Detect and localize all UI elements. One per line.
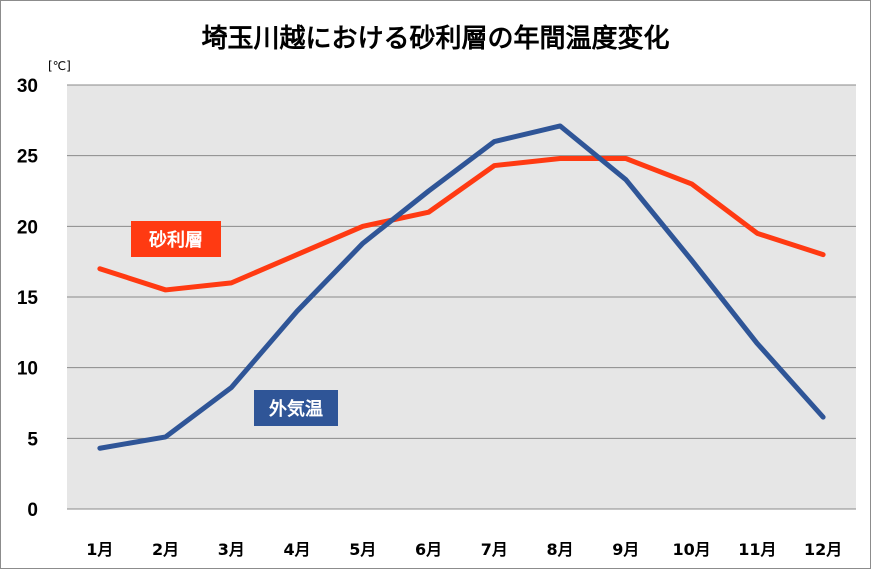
y-tick-label: 25: [17, 147, 39, 168]
series-label: 外気温: [254, 390, 338, 426]
data-point: [362, 242, 364, 244]
series-label: 砂利層: [131, 221, 221, 257]
x-tick-label: 9月: [612, 540, 639, 559]
data-point: [296, 310, 298, 312]
data-point: [428, 211, 430, 213]
data-point: [230, 386, 232, 388]
series-label-box: [254, 390, 338, 426]
x-tick-label: 12月: [804, 540, 842, 559]
x-tick-label: 4月: [284, 540, 311, 559]
series-label-text: 外気温: [269, 398, 323, 420]
x-tick-label: 1月: [86, 540, 113, 559]
data-point: [691, 183, 693, 185]
x-tick-label: 5月: [349, 540, 376, 559]
data-point: [165, 436, 167, 438]
y-axis-unit: [℃]: [48, 59, 71, 73]
data-point: [559, 125, 561, 127]
data-point: [99, 447, 101, 449]
data-point: [99, 268, 101, 270]
data-point: [691, 259, 693, 261]
series-line: [97, 155, 826, 293]
chart-title: 埼玉川越における砂利層の年間温度変化: [201, 24, 670, 54]
data-point: [165, 289, 167, 291]
data-point: [756, 232, 758, 234]
data-point: [362, 225, 364, 227]
data-point: [822, 416, 824, 418]
x-tick-label: 6月: [415, 540, 442, 559]
data-point: [493, 165, 495, 167]
y-tick-label: 0: [27, 500, 38, 521]
x-tick-label: 3月: [218, 540, 245, 559]
series-line: [97, 123, 826, 451]
data-point: [822, 254, 824, 256]
y-axis-ticks: 0 5 10 15 20 25 30: [17, 76, 39, 521]
data-point: [493, 141, 495, 143]
x-tick-label: 7月: [481, 540, 508, 559]
data-point: [230, 282, 232, 284]
data-point: [559, 157, 561, 159]
y-tick-label: 15: [17, 288, 39, 309]
data-point: [756, 343, 758, 345]
x-tick-label: 11月: [738, 540, 776, 559]
x-axis-ticks: 1月 2月 3月 4月 5月 6月 7月 8月 9月 10月 11月 12月: [86, 540, 842, 559]
x-tick-label: 10月: [672, 540, 710, 559]
data-point: [625, 179, 627, 181]
series-lines: [97, 123, 826, 451]
data-point: [428, 190, 430, 192]
x-tick-label: 2月: [152, 540, 179, 559]
data-point: [625, 157, 627, 159]
y-tick-label: 5: [27, 429, 38, 450]
y-tick-label: 20: [17, 217, 38, 238]
series-label-box: [131, 221, 221, 257]
y-tick-label: 10: [17, 359, 38, 380]
data-point: [296, 254, 298, 256]
x-tick-label: 8月: [547, 540, 574, 559]
y-tick-label: 30: [17, 76, 38, 97]
series-label-text: 砂利層: [149, 229, 203, 251]
